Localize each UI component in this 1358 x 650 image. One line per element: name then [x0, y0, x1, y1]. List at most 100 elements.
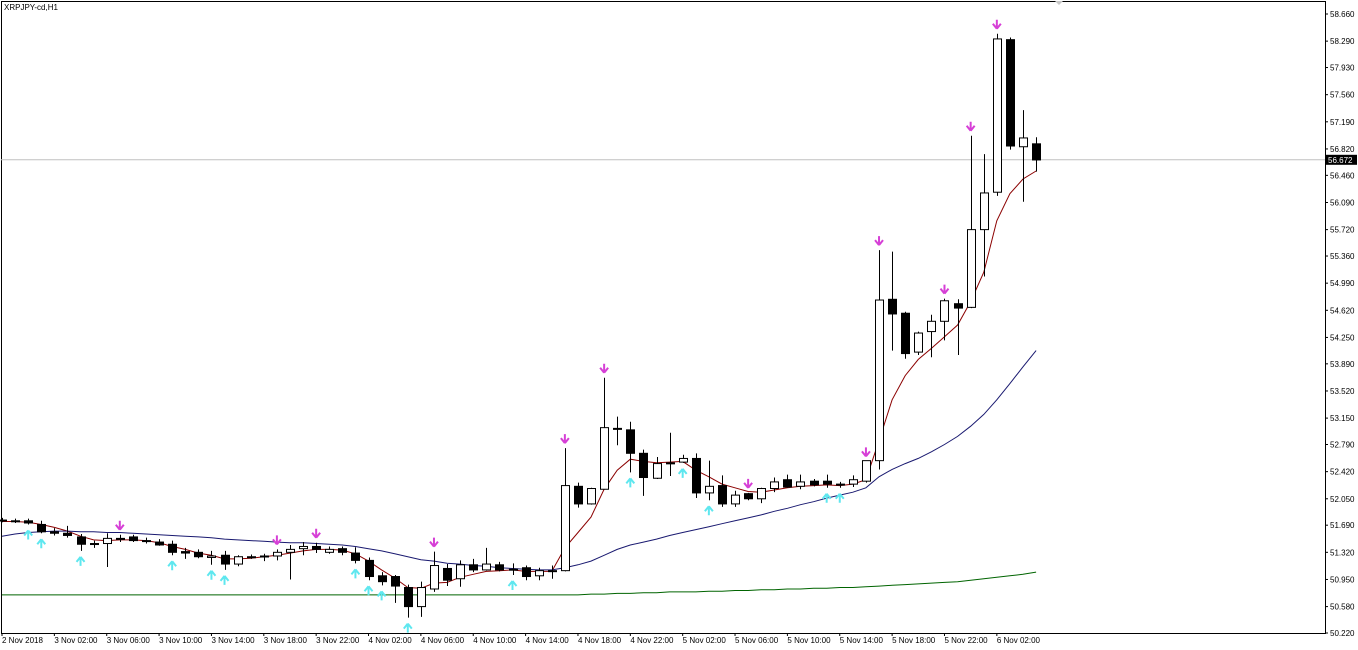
candle-body[interactable]: [168, 543, 177, 553]
sell-arrow-icon: [599, 363, 609, 374]
candle-body[interactable]: [273, 551, 282, 557]
candle-body[interactable]: [103, 537, 112, 545]
candle-body[interactable]: [810, 480, 819, 486]
candle-body[interactable]: [378, 575, 387, 583]
candle-body[interactable]: [993, 38, 1002, 193]
candle-body[interactable]: [888, 298, 897, 315]
candle-body[interactable]: [796, 481, 805, 487]
candle-body[interactable]: [692, 457, 701, 494]
candle-body[interactable]: [90, 543, 99, 546]
buy-arrow-icon: [363, 585, 374, 596]
candle-body[interactable]: [312, 545, 321, 550]
candle-body[interactable]: [50, 531, 59, 534]
candle-body[interactable]: [770, 481, 779, 490]
candle-body[interactable]: [980, 192, 989, 231]
candle-body[interactable]: [757, 488, 766, 500]
candle-body[interactable]: [116, 537, 125, 540]
candle-body[interactable]: [207, 555, 216, 558]
candle-body[interactable]: [351, 552, 360, 561]
candle-body[interactable]: [391, 576, 400, 587]
candle-body[interactable]: [653, 463, 662, 479]
candle-body[interactable]: [927, 320, 936, 333]
sell-arrow-icon: [560, 434, 570, 444]
y-tick-label: 57.560: [1330, 91, 1355, 100]
candle-body[interactable]: [260, 555, 269, 558]
candle-body[interactable]: [404, 587, 413, 608]
sell-arrow-icon: [115, 520, 125, 531]
candle-body[interactable]: [1019, 137, 1028, 148]
candle-body[interactable]: [783, 479, 792, 488]
candle-body[interactable]: [639, 452, 648, 479]
candle-body[interactable]: [901, 312, 910, 355]
candle-body[interactable]: [718, 485, 727, 505]
x-tick-label: 5 Nov 06:00: [735, 636, 779, 645]
buy-arrow-icon: [821, 493, 832, 503]
candle-body[interactable]: [940, 300, 949, 322]
x-tick-label: 5 Nov 14:00: [840, 636, 884, 645]
candle-body[interactable]: [613, 427, 622, 430]
candle-body[interactable]: [221, 554, 230, 565]
candle-body[interactable]: [0, 519, 7, 522]
candle-body[interactable]: [600, 427, 609, 490]
candle-body[interactable]: [522, 567, 531, 578]
candle-body[interactable]: [142, 540, 151, 543]
candle-body[interactable]: [194, 551, 203, 558]
candle-body[interactable]: [63, 532, 72, 536]
candle-body[interactable]: [836, 483, 845, 486]
candle-body[interactable]: [325, 548, 334, 553]
candle-body[interactable]: [1006, 39, 1015, 147]
candle-body[interactable]: [561, 485, 570, 572]
candle-body[interactable]: [548, 570, 557, 573]
candle-body[interactable]: [587, 488, 596, 505]
y-tick-label: 57.190: [1330, 118, 1355, 127]
y-tick-label: 52.420: [1330, 468, 1355, 477]
candle-body[interactable]: [495, 564, 504, 571]
candle-body[interactable]: [626, 429, 635, 454]
candle-body[interactable]: [247, 556, 256, 559]
candle-body[interactable]: [430, 565, 439, 590]
candle-body[interactable]: [24, 520, 33, 524]
candle-body[interactable]: [705, 485, 714, 494]
candle-body[interactable]: [1032, 143, 1041, 161]
candle-body[interactable]: [77, 536, 86, 545]
candle-body[interactable]: [954, 303, 963, 309]
candle-body[interactable]: [823, 480, 832, 485]
x-tick-label: 3 Nov 22:00: [316, 636, 360, 645]
candle-body[interactable]: [967, 229, 976, 308]
buy-arrow-icon: [23, 529, 33, 540]
candle-body[interactable]: [234, 556, 243, 565]
buy-arrow-icon: [507, 580, 518, 591]
candle-body[interactable]: [482, 563, 491, 571]
candle-body[interactable]: [286, 548, 295, 553]
candle-body[interactable]: [37, 523, 46, 533]
candle-body[interactable]: [181, 551, 190, 554]
candle-body[interactable]: [679, 457, 688, 463]
candle-body[interactable]: [338, 548, 347, 553]
candle-body[interactable]: [443, 567, 452, 581]
candle-body[interactable]: [299, 545, 308, 550]
buy-arrow-icon: [36, 538, 47, 549]
candle-body[interactable]: [155, 541, 164, 546]
candle-body[interactable]: [744, 493, 753, 500]
candle-body[interactable]: [666, 462, 675, 465]
candle-body[interactable]: [574, 485, 583, 505]
candle-body[interactable]: [456, 564, 465, 580]
candle-body[interactable]: [731, 494, 740, 505]
candle-body[interactable]: [862, 460, 871, 482]
buy-arrow-icon: [219, 575, 230, 585]
candle-body[interactable]: [535, 570, 544, 577]
candle-body[interactable]: [11, 520, 20, 523]
candle-body[interactable]: [129, 536, 138, 542]
candle-body[interactable]: [509, 568, 518, 571]
current-price-box: [1326, 154, 1357, 165]
candle-body[interactable]: [365, 559, 374, 578]
candle-body[interactable]: [875, 299, 884, 462]
candle-body[interactable]: [849, 479, 858, 485]
candle-body[interactable]: [469, 564, 478, 571]
candle-body[interactable]: [417, 587, 426, 608]
y-tick-label: 58.290: [1330, 37, 1355, 46]
candle-body[interactable]: [914, 332, 923, 353]
y-tick-label: 54.990: [1330, 279, 1355, 288]
